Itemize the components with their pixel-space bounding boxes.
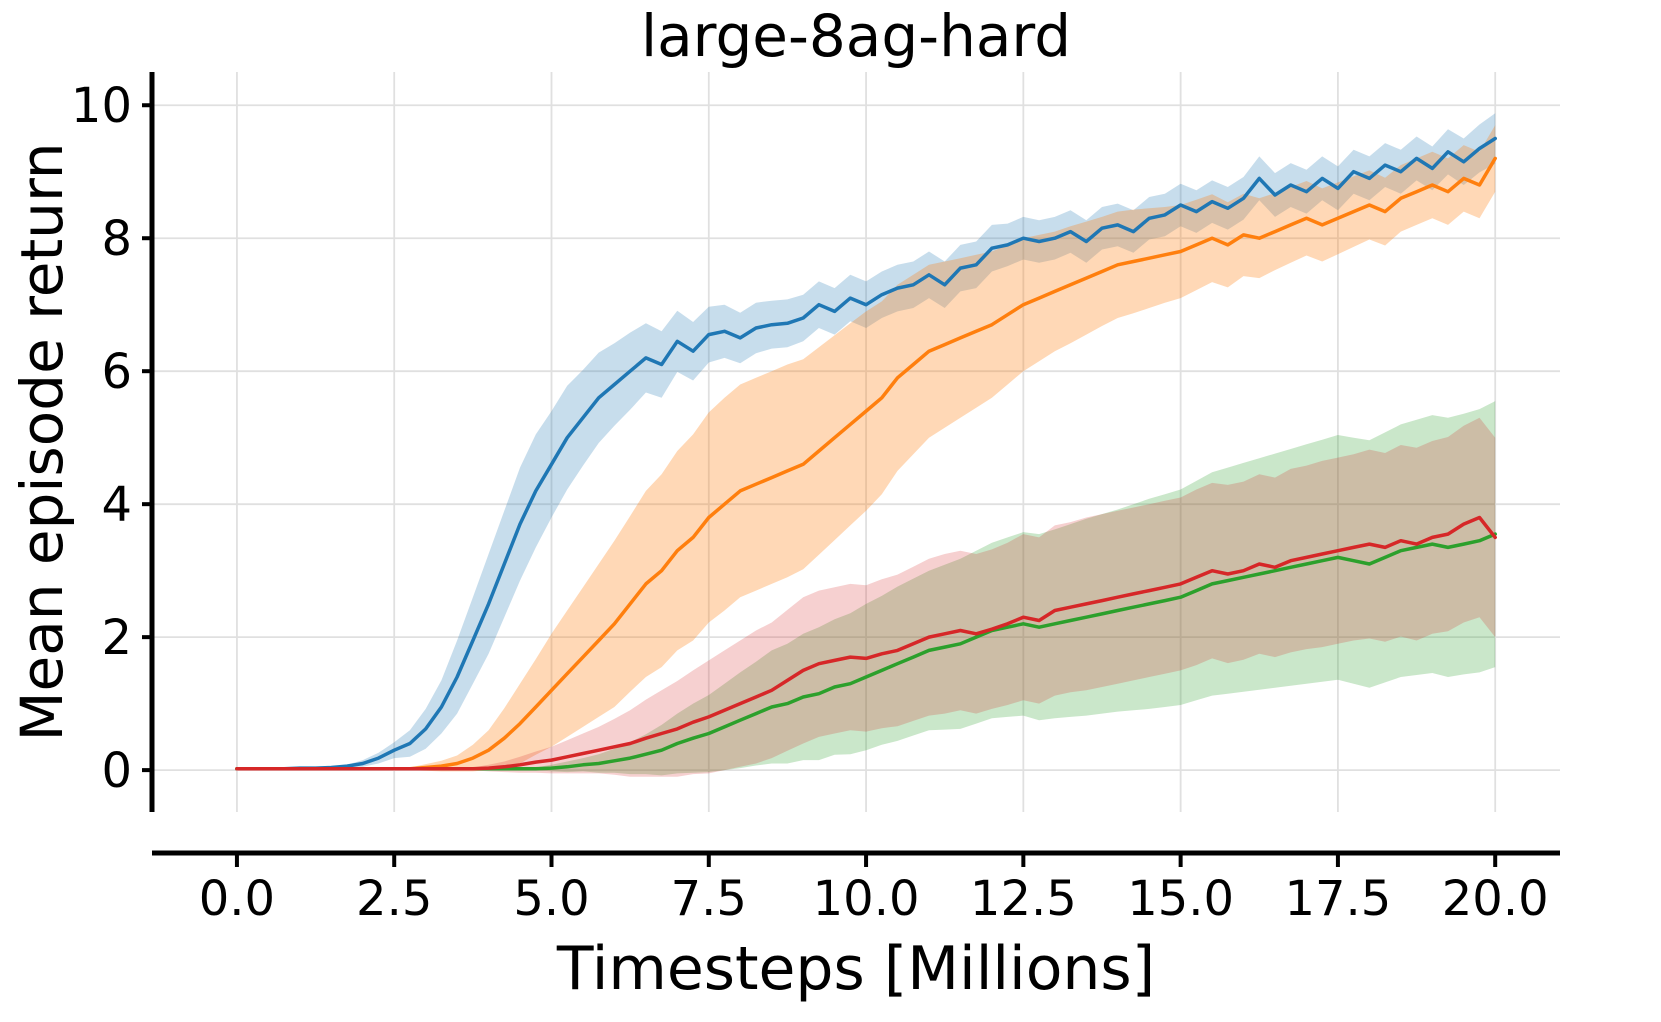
y-tick-labels: 0 2 4 6 8 10 <box>71 78 132 799</box>
series-blue-line <box>235 136 1497 771</box>
y-tick-label: 6 <box>101 344 132 400</box>
x-tick-labels: 0.0 2.5 5.0 7.5 10.0 12.5 15.0 17.5 20.0 <box>199 871 1549 927</box>
gridlines <box>152 72 1560 812</box>
series-orange-line <box>235 156 1497 771</box>
x-tick-label: 0.0 <box>199 871 275 927</box>
tick-marks <box>142 103 1498 867</box>
x-tick-label: 10.0 <box>813 871 920 927</box>
x-tick-label: 5.0 <box>513 871 589 927</box>
x-axis-label: Timesteps [Millions] <box>556 934 1156 1004</box>
series-red-band <box>236 417 1496 777</box>
x-tick-label: 17.5 <box>1284 871 1391 927</box>
y-tick-label: 8 <box>101 211 132 267</box>
series-green-band <box>236 401 1496 776</box>
series-orange-band <box>236 125 1496 772</box>
chart-title: large-8ag-hard <box>640 2 1072 70</box>
x-tick-label: 15.0 <box>1127 871 1234 927</box>
y-tick-label: 4 <box>101 477 132 533</box>
series-red-line <box>235 515 1497 771</box>
y-tick-label: 2 <box>101 610 132 666</box>
axes-spines <box>149 72 1560 856</box>
y-tick-label: 10 <box>71 78 132 134</box>
x-tick-label: 12.5 <box>970 871 1077 927</box>
x-tick-label: 7.5 <box>671 871 747 927</box>
y-tick-label: 0 <box>101 743 132 799</box>
x-tick-label: 20.0 <box>1442 871 1549 927</box>
x-tick-label: 2.5 <box>356 871 432 927</box>
